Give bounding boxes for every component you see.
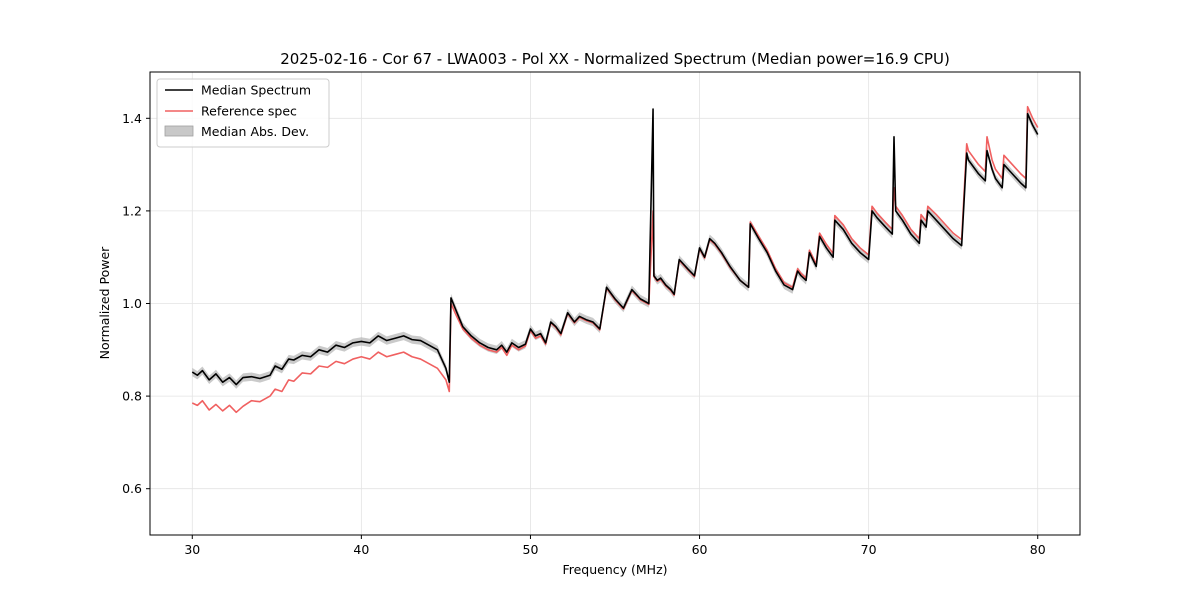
- y-tick-label: 1.4: [122, 111, 142, 126]
- median-spectrum-line: [191, 108, 1039, 386]
- x-tick-label: 60: [692, 542, 708, 557]
- x-axis-label: Frequency (MHz): [562, 562, 667, 577]
- y-tick-label: 1.2: [122, 203, 142, 218]
- grid: [150, 72, 1080, 535]
- x-tick-label: 40: [353, 542, 369, 557]
- legend-box: [156, 78, 330, 148]
- y-tick-label: 0.6: [122, 481, 142, 496]
- legend-label-reference-spec: Reference spec: [201, 104, 297, 119]
- x-tick-label: 30: [184, 542, 200, 557]
- legend-swatch-mad: [164, 125, 194, 137]
- x-tick-label: 80: [1030, 542, 1046, 557]
- legend: Median Spectrum Reference spec Median Ab…: [156, 78, 330, 148]
- y-axis-label: Normalized Power: [97, 246, 112, 360]
- legend-label-mad: Median Abs. Dev.: [201, 124, 309, 139]
- x-tick-label: 50: [523, 542, 539, 557]
- y-tick-label: 0.8: [122, 389, 142, 404]
- ticks: 30 40 50 60 70 80 0.6 0.8 1.0 1.2 1.4: [122, 111, 1046, 557]
- legend-label-median-spectrum: Median Spectrum: [201, 83, 311, 98]
- x-tick-label: 70: [861, 542, 877, 557]
- series-layer: [191, 105, 1039, 414]
- y-tick-label: 1.0: [122, 296, 142, 311]
- chart-title: 2025-02-16 - Cor 67 - LWA003 - Pol XX - …: [280, 50, 950, 68]
